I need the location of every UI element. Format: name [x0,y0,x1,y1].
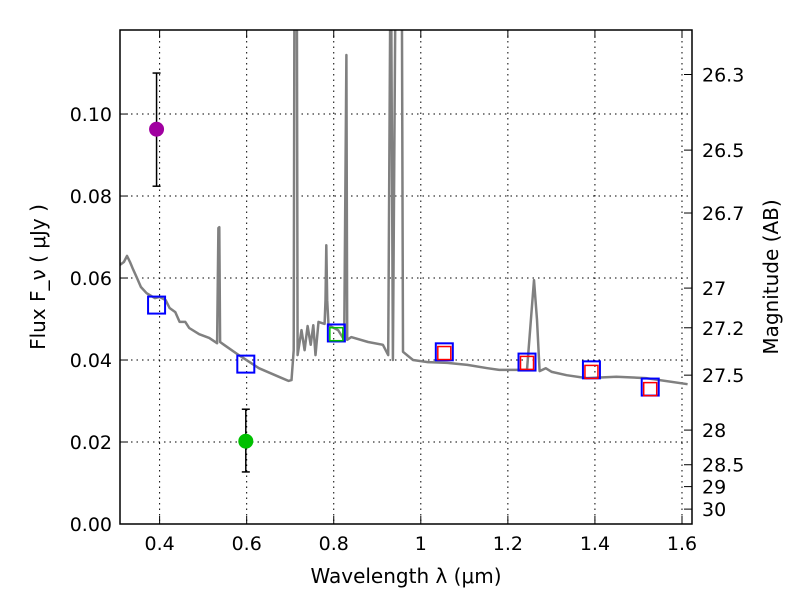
y-tick-label: 0.00 [70,514,112,536]
x-tick-label: 1 [415,533,427,555]
model-photometry-green-square [329,326,344,342]
model-photometry-red-square [584,364,599,380]
spectrum-line [120,30,688,386]
observed-point [149,121,165,137]
x-tick-label: 0.6 [232,533,262,555]
model-photometry-blue-square [326,323,346,343]
mag-tick-label: 26.7 [702,203,744,225]
mag-tick-label: 28.5 [702,455,744,477]
y-tick-label: 0.10 [70,104,112,126]
mag-tick-label: 27 [702,278,726,300]
x-tick-label: 0.4 [145,533,175,555]
plot-background [120,30,692,524]
model-photometry-blue-square [236,354,256,374]
y-tick-label: 0.06 [70,268,112,290]
x-axis-label: Wavelength λ (μm) [310,564,501,588]
mag-tick-label: 30 [702,499,726,521]
y-tick-label: 0.02 [70,432,112,454]
right-axis-label: Magnitude (AB) [759,199,783,354]
mag-tick-label: 27.5 [702,365,744,387]
mag-tick-label: 26.5 [702,140,744,162]
x-tick-label: 1.6 [667,533,697,555]
x-tick-label: 1.4 [580,533,610,555]
ticks: 0.4 0.6 0.8 1 1.2 1.4 1.6 0.00 0.02 0.04 0.06 0.08 0… [70,30,744,555]
series [120,30,688,473]
model-photometry-red-square [519,355,535,371]
x-tick-label: 1.2 [493,533,523,555]
plot-frame [119,29,693,525]
model-photometry-blue-square [147,295,167,315]
model-photometry-blue-square [517,352,537,372]
y-tick-label: 0.08 [70,186,112,208]
mag-tick-label: 29 [702,477,726,499]
y-axis-label: Flux F_ν ( μJy ) [26,204,50,350]
model-photometry-red-square [642,381,658,397]
model-photometry-red-square [437,345,452,361]
model-photometry-blue-square [434,342,454,362]
x-tick-label: 0.8 [319,533,349,555]
y-tick-label: 0.04 [70,350,112,372]
observed-point [238,433,254,449]
mag-tick-label: 26.3 [702,64,744,86]
mag-tick-label: 28 [702,420,726,442]
mag-tick-label: 27.2 [702,318,744,340]
